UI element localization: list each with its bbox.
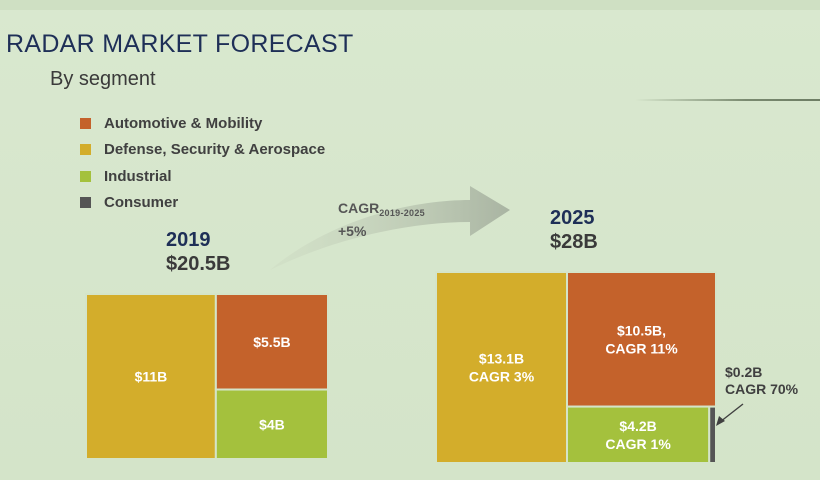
treemap-cell-defense: [435, 271, 568, 464]
legend-swatch: [80, 197, 91, 209]
legend-swatch: [80, 144, 91, 156]
consumer-callout: $0.2B CAGR 70%: [725, 364, 798, 398]
total-label-2019: $20.5B: [166, 253, 231, 275]
legend-item-automotive: Automotive & Mobility: [80, 110, 325, 137]
year-label-2025: 2025: [550, 207, 595, 229]
legend-label: Automotive & Mobility: [104, 114, 263, 132]
cell-label-automotive: $5.5B: [253, 334, 290, 350]
legend-swatch: [80, 170, 91, 182]
cagr-label: CAGR: [338, 200, 380, 216]
legend: Automotive & Mobility Defense, Security …: [80, 110, 325, 216]
cell-label-defense: $11B: [135, 369, 168, 385]
total-label-2025: $28B: [550, 231, 598, 253]
cell-label-industrial: $4B: [259, 416, 285, 432]
legend-item-consumer: Consumer: [80, 190, 325, 217]
cell-label-industrial: $4.2B CAGR 1%: [605, 418, 671, 452]
consumer-callout-value: $0.2B: [725, 364, 763, 380]
legend-item-defense: Defense, Security & Aerospace: [80, 137, 325, 164]
page-title: RADAR MARKET FORECAST: [6, 30, 354, 58]
growth-arrow: [270, 186, 510, 270]
legend-label: Industrial: [104, 167, 172, 185]
treemap-cell-automotive: [566, 271, 717, 408]
treemap-cell-consumer: [708, 405, 718, 465]
legend-swatch: [80, 117, 91, 129]
treemap-cell-industrial: [214, 388, 329, 460]
decorative-rule: [635, 99, 820, 101]
panel-2019-header: 2019 $20.5B: [166, 228, 231, 276]
treemap-cell-defense: [85, 293, 217, 460]
legend-label: Consumer: [104, 194, 179, 212]
cagr-annotation: CAGR2019-2025 +5%: [338, 199, 425, 240]
callout-leader-line: [719, 403, 744, 423]
panel-2025-header: 2025 $28B: [550, 206, 598, 254]
cell-label-defense: $13.1B CAGR 3%: [469, 351, 535, 385]
year-label-2019: 2019: [166, 229, 211, 251]
treemap-cell-automotive: [214, 293, 329, 391]
consumer-callout-cagr: CAGR 70%: [725, 381, 799, 397]
cagr-period: 2019-2025: [379, 208, 425, 218]
cagr-value: +5%: [338, 223, 367, 239]
treemap-cell-industrial: [566, 405, 711, 465]
top-band: [0, 0, 820, 10]
cell-label-automotive: $10.5B, CAGR 11%: [605, 322, 678, 356]
page-subtitle: By segment: [50, 68, 156, 90]
legend-item-industrial: Industrial: [80, 163, 325, 190]
callout-arrowhead: [716, 416, 725, 426]
legend-label: Defense, Security & Aerospace: [104, 141, 326, 159]
